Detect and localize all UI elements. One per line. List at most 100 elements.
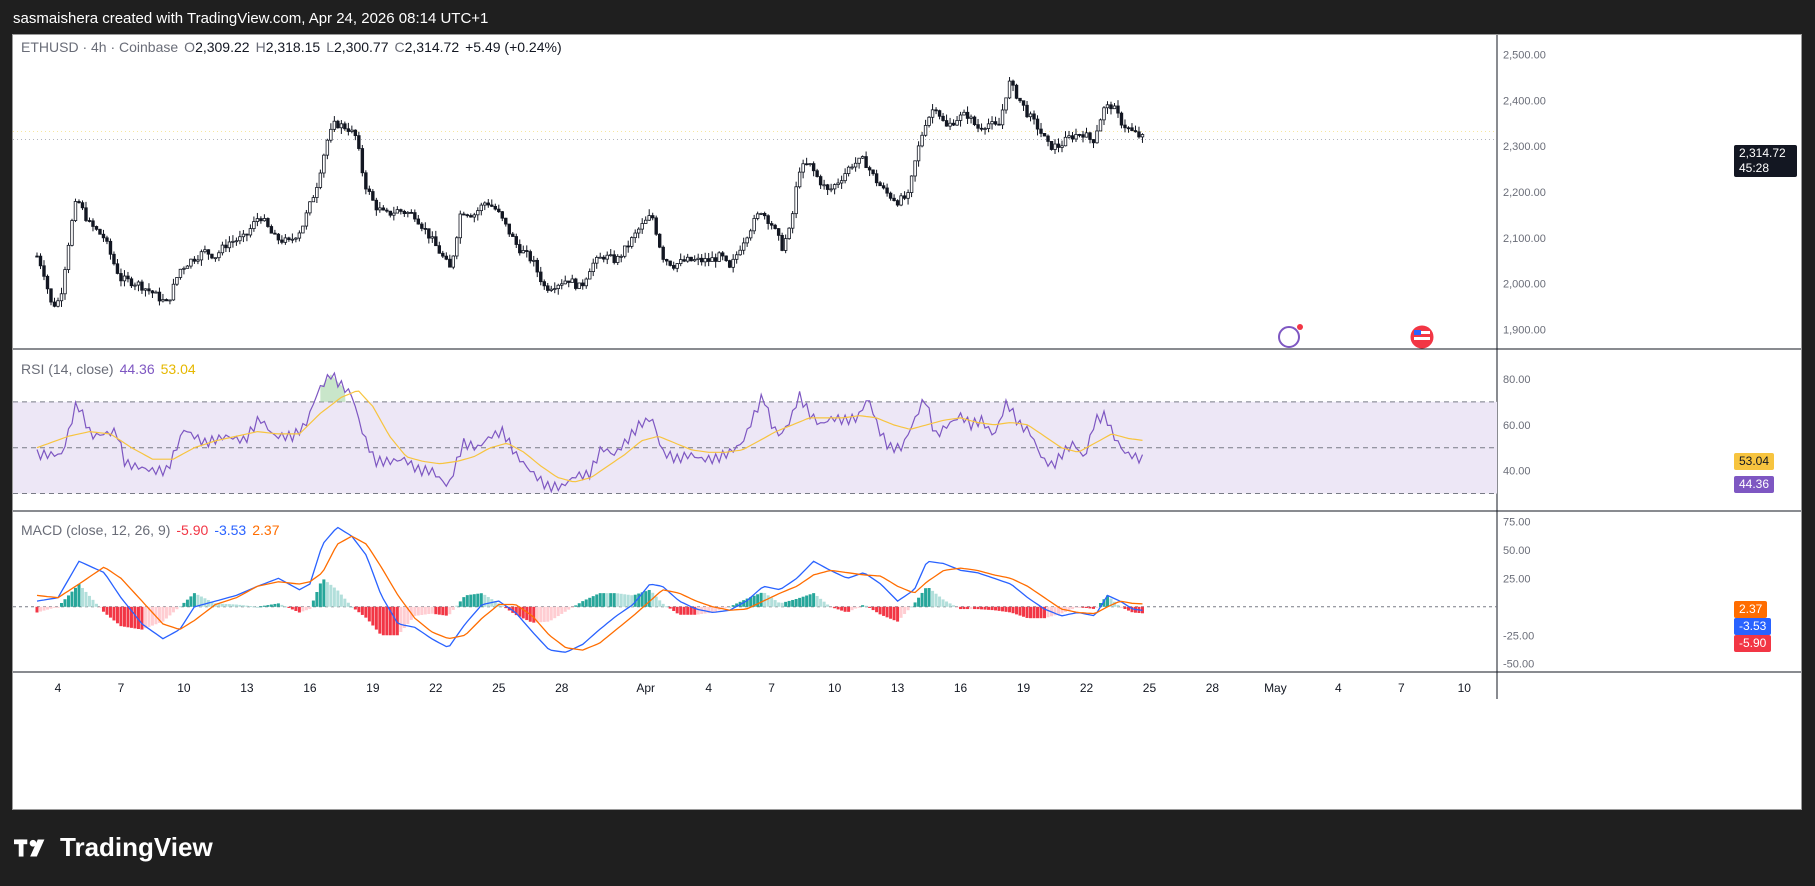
macd-histogram-bar bbox=[91, 599, 95, 607]
candle-down bbox=[269, 226, 274, 234]
candle-up bbox=[1053, 143, 1057, 150]
candle-up bbox=[476, 210, 480, 216]
macd-histogram-bar bbox=[112, 606, 116, 621]
candle-down bbox=[654, 217, 658, 235]
macd-histogram-bar bbox=[423, 606, 427, 615]
time-axis-tick: 7 bbox=[118, 681, 125, 695]
candle-up bbox=[595, 257, 599, 264]
candle-down bbox=[682, 259, 686, 262]
macd-histogram-bar bbox=[780, 602, 784, 607]
signal-line bbox=[36, 535, 1143, 651]
macd-histogram-bar bbox=[136, 606, 140, 629]
candle-up bbox=[532, 259, 536, 262]
macd-axis-tick: -50.00 bbox=[1503, 659, 1534, 671]
macd-histogram-bar bbox=[563, 606, 567, 612]
attribution-header: sasmaishera created with TradingView.com… bbox=[13, 10, 489, 27]
macd-histogram-bar bbox=[882, 606, 886, 616]
macd-histogram-bar bbox=[728, 606, 732, 608]
chart-canvas[interactable]: 2,500.00 2,400.00 2,300.00 2,200.00 2,100.00… bbox=[13, 35, 1801, 809]
candle-up bbox=[1095, 130, 1099, 144]
candle-up bbox=[850, 166, 854, 169]
candle-down bbox=[895, 200, 900, 206]
candle-down bbox=[1014, 84, 1019, 99]
candle-up bbox=[794, 186, 798, 215]
brand[interactable]: TradingView bbox=[14, 832, 213, 863]
candle-down bbox=[1011, 80, 1015, 86]
last-price-value: 2,314.72 bbox=[1739, 146, 1786, 160]
candle-up bbox=[301, 225, 305, 234]
candle-down bbox=[934, 109, 938, 112]
price-axis-tick: 2,500.00 bbox=[1503, 50, 1546, 62]
rsi-label[interactable]: RSI (14, close) bbox=[21, 361, 114, 377]
macd-histogram-bar bbox=[829, 606, 833, 608]
macd-histogram-bar bbox=[500, 605, 504, 607]
ai-event-icon bbox=[1278, 326, 1300, 348]
candle-down bbox=[574, 278, 578, 289]
macd-histogram-bar bbox=[570, 606, 574, 608]
macd-histogram-bar bbox=[280, 604, 284, 607]
candle-up bbox=[241, 233, 246, 238]
candle-up bbox=[1028, 113, 1033, 118]
rsi-axis-tick: 40.00 bbox=[1503, 466, 1531, 478]
candle-up bbox=[808, 163, 812, 165]
candle-up bbox=[161, 299, 165, 302]
macd-histogram-bar bbox=[315, 592, 319, 607]
open-value: 2,309.22 bbox=[195, 39, 250, 55]
candle-up bbox=[199, 251, 204, 261]
candle-down bbox=[937, 110, 942, 117]
macd-histogram-bar bbox=[931, 590, 935, 607]
chart-frame[interactable]: 2,500.00 2,400.00 2,300.00 2,200.00 2,100.00… bbox=[12, 34, 1802, 810]
macd-histogram-bar bbox=[966, 606, 970, 610]
candle-down bbox=[465, 214, 469, 217]
candle-down bbox=[126, 275, 130, 280]
macd-histogram-bar bbox=[934, 593, 938, 607]
symbol-label[interactable]: ETHUSD · 4h · Coinbase bbox=[21, 39, 179, 55]
candle-down bbox=[514, 236, 518, 245]
high-value: 2,318.15 bbox=[265, 39, 321, 55]
macd-histogram-bar bbox=[462, 597, 466, 607]
macd-histogram-bar bbox=[826, 604, 830, 607]
candle-down bbox=[119, 273, 123, 282]
macd-histogram-bar bbox=[885, 606, 889, 618]
time-axis-tick: 28 bbox=[555, 681, 569, 695]
candle-up bbox=[969, 116, 973, 119]
candle-up bbox=[685, 256, 690, 262]
macd-histogram-bar bbox=[402, 606, 406, 629]
candle-up bbox=[322, 154, 326, 174]
candle-up bbox=[479, 204, 483, 212]
macd-histogram-bar bbox=[35, 606, 39, 613]
macd-histogram-bar bbox=[416, 606, 420, 616]
macd-histogram-bar bbox=[850, 606, 854, 611]
macd-histogram-bar bbox=[192, 593, 196, 607]
macd-histogram-bar bbox=[259, 606, 263, 608]
macd-histogram-bar bbox=[486, 596, 490, 607]
candle-down bbox=[661, 246, 665, 260]
rsi-tag: 44.36 bbox=[1734, 476, 1775, 493]
macd-histogram-bar bbox=[406, 606, 410, 624]
candle-down bbox=[423, 228, 428, 230]
candle-down bbox=[444, 255, 449, 260]
macd-histogram-bar bbox=[84, 591, 88, 607]
candle-down bbox=[528, 251, 532, 262]
candle-up bbox=[549, 288, 553, 291]
macd-histogram-bar bbox=[304, 606, 308, 611]
rsi-axis-tick: 60.00 bbox=[1503, 420, 1531, 432]
candle-down bbox=[210, 253, 214, 259]
macd-histogram-bar bbox=[38, 606, 42, 612]
macd-histogram-bar bbox=[994, 606, 998, 611]
candle-up bbox=[644, 219, 648, 224]
macd-histogram-bar bbox=[77, 584, 81, 607]
candle-down bbox=[1116, 105, 1120, 114]
candle-down bbox=[49, 288, 53, 303]
candle-up bbox=[560, 283, 564, 286]
macd-histogram-bar bbox=[805, 595, 809, 607]
candle-down bbox=[469, 215, 473, 218]
macd-histogram-bar bbox=[710, 606, 714, 613]
candle-up bbox=[619, 255, 623, 258]
macd-histogram-bar bbox=[196, 594, 200, 607]
macd-histogram-bar bbox=[1043, 606, 1047, 619]
macd-histogram-bar bbox=[609, 593, 613, 607]
macd-histogram-bar bbox=[798, 597, 802, 607]
macd-label[interactable]: MACD (close, 12, 26, 9) bbox=[21, 522, 171, 538]
candle-up bbox=[630, 237, 634, 247]
